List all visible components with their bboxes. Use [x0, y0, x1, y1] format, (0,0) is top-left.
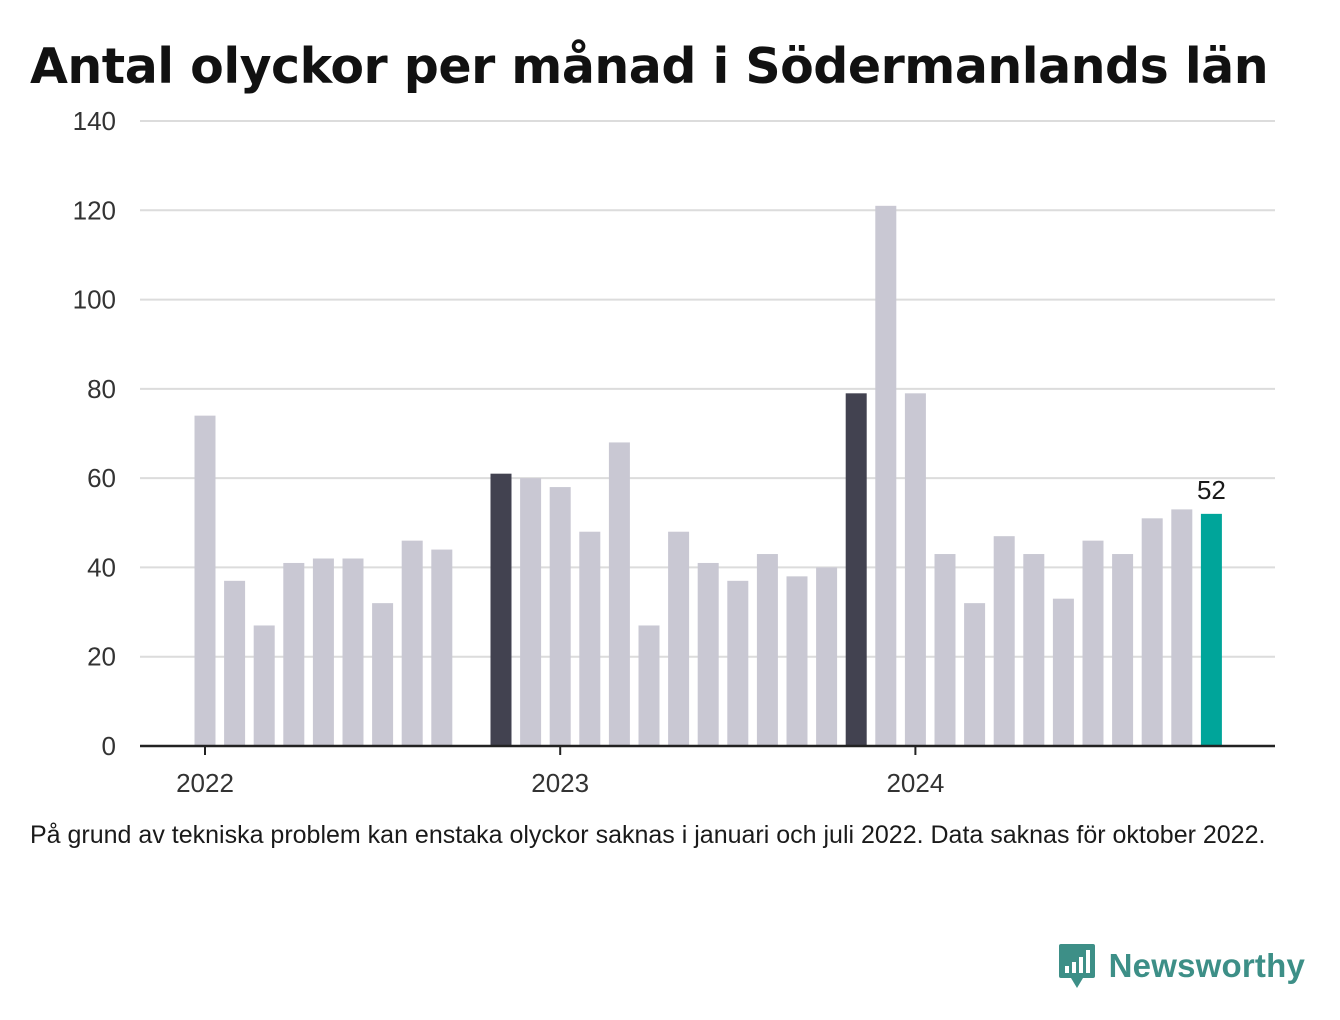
brand-logo: Newsworthy: [1057, 942, 1305, 990]
y-tick-label: 100: [73, 285, 116, 315]
bar-2022-11: [490, 473, 512, 746]
bar-2023-07: [727, 580, 749, 746]
bar-2023-03: [608, 442, 630, 746]
bar-2023-05: [668, 531, 690, 746]
bar-2022-01: [194, 415, 216, 746]
bar-2024-10: [1171, 509, 1193, 746]
bar-2022-05: [312, 558, 334, 746]
x-tick-label: 2023: [531, 768, 589, 798]
data-labels: 52: [1197, 475, 1226, 505]
bar-2022-09: [431, 549, 453, 746]
bar-2022-02: [224, 580, 246, 746]
bar-2024-04: [993, 536, 1015, 746]
x-tick-label: 2024: [886, 768, 944, 798]
y-tick-label: 60: [87, 463, 116, 493]
bar-2022-03: [253, 625, 275, 746]
bar-chart-speech-bubble-icon: [1058, 944, 1095, 988]
x-axis: 2022 2023 2024: [140, 744, 1275, 798]
bar-2022-07: [372, 603, 394, 746]
bar-series: [194, 205, 1222, 747]
x-tick-label: 2022: [176, 768, 234, 798]
bar-2024-03: [964, 603, 986, 746]
bar-2024-11: [1200, 513, 1222, 746]
bar-2023-11: [845, 393, 867, 746]
bar-2023-08: [756, 554, 778, 746]
footnote: På grund av tekniska problem kan enstaka…: [30, 821, 1266, 849]
bar-2023-12: [875, 205, 897, 747]
bar-2024-02: [934, 554, 956, 746]
bar-2023-10: [816, 567, 838, 746]
bar-2024-09: [1141, 518, 1163, 746]
bar-2024-05: [1023, 554, 1045, 746]
bar-2023-01: [549, 487, 571, 746]
last-value-label: 52: [1197, 475, 1226, 505]
chart-title: Antal olyckor per månad i Södermanlands …: [30, 38, 1269, 95]
bar-2022-08: [401, 540, 423, 746]
y-axis-tick-labels: 0 20 40 60 80 100 120 140: [73, 106, 116, 761]
y-tick-label: 0: [102, 731, 116, 761]
y-tick-label: 140: [73, 106, 116, 136]
y-tick-label: 120: [73, 195, 116, 225]
y-tick-label: 80: [87, 374, 116, 404]
bar-2024-01: [904, 393, 926, 746]
bar-2023-04: [638, 625, 660, 746]
bar-2022-12: [520, 478, 542, 746]
y-tick-label: 20: [87, 642, 116, 672]
y-tick-label: 40: [87, 552, 116, 582]
bar-2023-02: [579, 531, 601, 746]
bar-2023-09: [786, 576, 808, 746]
brand-name: Newsworthy: [1108, 947, 1305, 984]
bar-2024-07: [1082, 540, 1104, 746]
bar-2024-06: [1052, 598, 1074, 746]
bar-2024-08: [1112, 554, 1134, 746]
bar-2022-04: [283, 562, 305, 746]
bar-2023-06: [697, 562, 719, 746]
bar-2022-06: [342, 558, 364, 746]
bar-chart: 0 20 40 60 80 100 120 140 2022 2023 2024 52: [73, 106, 1275, 798]
